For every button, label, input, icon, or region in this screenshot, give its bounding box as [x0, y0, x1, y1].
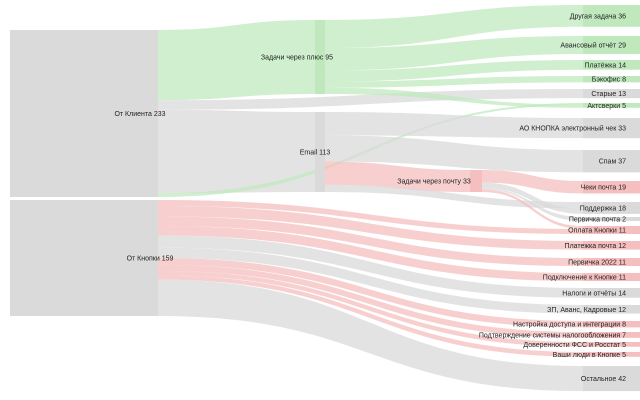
sankey-nodes	[10, 5, 640, 392]
link-knopka-salary	[158, 247, 583, 314]
link-email-spam	[325, 135, 583, 173]
node-label-primary_mail: Первичка почта 2	[569, 217, 626, 224]
link-knopka-access	[158, 258, 583, 328]
node-label-primary2022: Первичка 2022 11	[568, 260, 626, 267]
link-knopka-primary2022	[158, 216, 583, 267]
node-people	[583, 352, 640, 357]
node-label-paymail: Платежка почта 12	[565, 243, 627, 250]
node-payments	[583, 60, 640, 70]
node-reconc	[583, 103, 640, 108]
node-support	[583, 202, 640, 214]
node-label-salary: ЗП, Аванс, Кадровые 12	[547, 307, 626, 314]
link-client-old	[158, 89, 583, 110]
link-plus-reconc	[325, 87, 583, 108]
link-mail-support	[482, 182, 583, 214]
link-plus-other_task	[325, 5, 583, 49]
node-label-connect: Подключение к Кнопке 11	[543, 275, 626, 282]
node-label-other_task: Другая задача 36	[570, 13, 626, 20]
link-knopka-fss	[158, 270, 583, 347]
node-label-support: Поддержка 18	[580, 205, 626, 212]
node-knopka	[10, 200, 158, 316]
node-label-client: От Клиента 233	[114, 111, 165, 118]
node-label-fss: Доверенности ФСС и Росстат 5	[523, 342, 626, 349]
node-label-knopka: От Кнопки 159	[127, 256, 174, 263]
link-plus-advance	[325, 36, 583, 71]
node-salary	[583, 305, 640, 314]
link-knopka-paymail	[158, 206, 583, 250]
node-label-mail: Задачи через почту 33	[397, 179, 471, 186]
link-plus-boxoffice	[325, 76, 583, 88]
node-spam	[583, 150, 640, 173]
node-checks	[583, 181, 640, 194]
node-advance	[583, 36, 640, 54]
link-knopka-taxsys	[158, 264, 583, 338]
node-boxoffice	[583, 76, 640, 83]
node-plus	[315, 20, 325, 94]
node-connect	[583, 273, 640, 282]
node-taxsys	[583, 332, 640, 338]
node-old	[583, 89, 640, 99]
node-pay_knopki	[583, 226, 640, 235]
node-label-boxoffice: Бэкофис 8	[592, 77, 626, 84]
link-client-plus	[158, 20, 315, 101]
link-mail-pay_knopki	[482, 189, 583, 229]
node-label-rest: Остальное 42	[581, 376, 626, 383]
node-label-email: Email 113	[300, 150, 331, 157]
node-label-reconc: Актсверки 5	[587, 103, 626, 110]
node-label-plus: Задачи через плюс 95	[261, 55, 333, 62]
link-email-mail	[325, 161, 470, 192]
node-fss	[583, 342, 640, 347]
node-label-taxes: Налоги и отчёты 14	[562, 290, 626, 297]
node-paymail	[583, 241, 640, 250]
link-plus-payments	[325, 60, 583, 82]
node-label-payments: Платёжка 14	[585, 62, 627, 69]
node-client	[10, 30, 158, 197]
node-primary_mail	[583, 217, 640, 221]
link-client-email	[158, 109, 315, 194]
sankey-links	[158, 5, 583, 392]
link-knopka-taxes	[158, 235, 583, 298]
node-access	[583, 321, 640, 328]
link-mail-primary_mail	[482, 188, 583, 221]
link-knopka-people	[158, 275, 583, 357]
link-knopka-connect	[158, 225, 583, 282]
node-ao	[583, 118, 640, 139]
node-label-spam: Спам 37	[599, 159, 626, 166]
node-label-taxsys: Подтверждение системы налогообложения 7	[479, 331, 626, 339]
node-mail	[470, 170, 482, 192]
link-knopka-rest	[158, 279, 583, 392]
node-taxes	[583, 288, 640, 298]
node-rest	[583, 366, 640, 392]
link-email-support	[325, 184, 583, 209]
node-label-people: Ваши люди в Кнопке 5	[553, 352, 626, 359]
link-email-ao	[325, 112, 583, 139]
node-label-access: Настройка доступа и интеграции 8	[513, 321, 626, 329]
node-email	[315, 112, 325, 192]
link-mail-checks	[482, 170, 583, 194]
node-other_task	[583, 5, 640, 27]
node-label-advance: Авансовый отчёт 29	[560, 41, 626, 49]
link-knopka-pay_knopki	[158, 200, 583, 235]
node-label-old: Старые 13	[591, 91, 626, 98]
node-label-ao: АО КНОПКА электронный чек 33	[519, 125, 626, 133]
node-primary2022	[583, 258, 640, 267]
node-label-checks: Чеки почта 19	[581, 185, 627, 192]
node-label-pay_knopki: Оплата Кнопки 11	[568, 228, 626, 235]
sankey-labels: От Клиента 233 От Кнопки 159 Задачи через …	[114, 13, 626, 383]
